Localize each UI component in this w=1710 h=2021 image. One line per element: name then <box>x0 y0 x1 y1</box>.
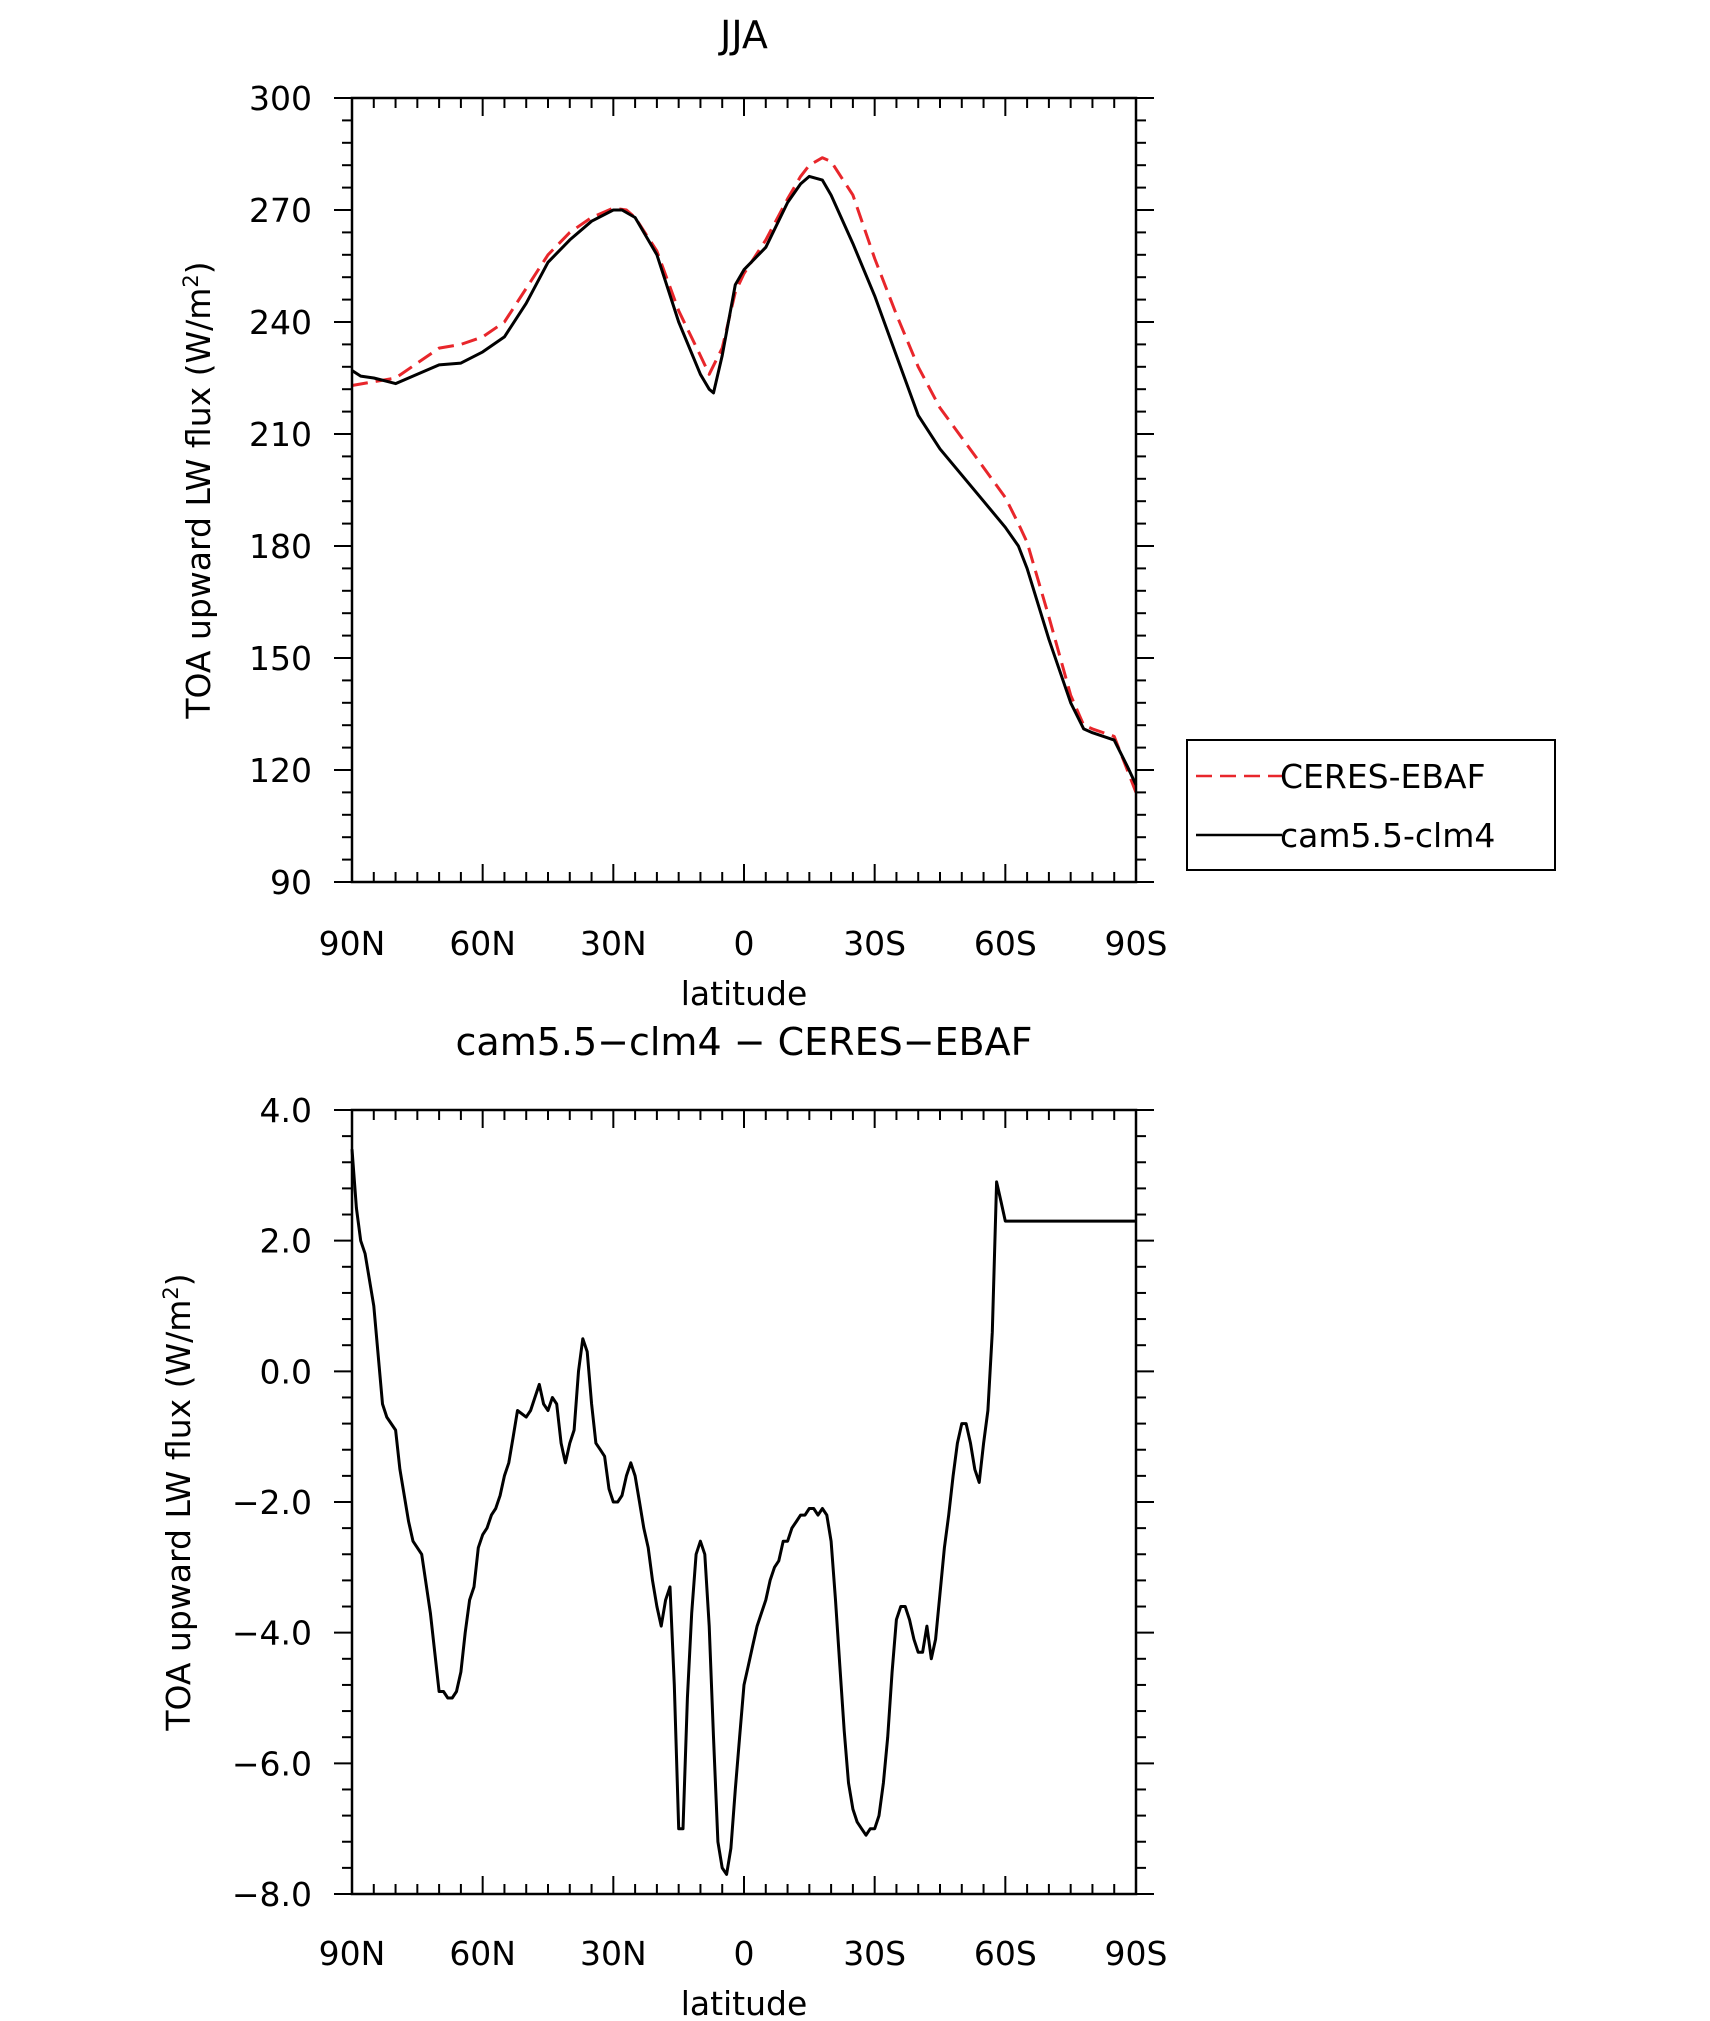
bottom-chart-y-axis-title-main: TOA upward LW flux (W/m <box>159 1300 198 1732</box>
bottom-chart-x-tick-label: 90N <box>319 1934 386 1973</box>
top-chart-y-tick-label: 270 <box>249 191 312 230</box>
legend-label-ceres-ebaf: CERES-EBAF <box>1280 757 1486 796</box>
top-chart-y-tick-label: 300 <box>249 79 312 118</box>
top-chart-title: JJA <box>718 13 768 57</box>
bottom-chart-y-tick-label: −6.0 <box>232 1744 312 1783</box>
bottom-chart-title: cam5.5−clm4 − CERES−EBAF <box>456 1020 1033 1064</box>
top-chart-x-axis-title: latitude <box>681 974 808 1013</box>
top-chart-x-tick-label: 30S <box>843 924 906 963</box>
top-chart-series-layer <box>351 156 1138 793</box>
bottom-chart-series-cam5-5-clm4-ceres-ebaf <box>350 1149 1136 1876</box>
top-chart: JJA 90 120 150 180 210 240 270 300 90N 60N 30N 0 30… <box>179 13 1556 1013</box>
legend-label-cam5-5-clm4: cam5.5-clm4 <box>1280 816 1495 855</box>
bottom-chart-x-tick-label: 0 <box>734 1934 755 1973</box>
bottom-chart-y-tick-labels: −8.0 −6.0 −4.0 −2.0 0.0 2.0 4.0 <box>232 1091 312 1914</box>
bottom-chart-y-tick-label: 0.0 <box>260 1352 312 1391</box>
bottom-chart-y-axis-title-superscript: 2 <box>159 1286 183 1299</box>
bottom-chart: cam5.5−clm4 − CERES−EBAF −8.0 −6.0 −4.0 −2.… <box>159 1020 1167 2021</box>
legend: CERES-EBAF cam5.5-clm4 <box>1186 739 1556 871</box>
bottom-chart-y-tick-label: 4.0 <box>260 1091 312 1130</box>
top-chart-y-tick-label: 210 <box>249 415 312 454</box>
top-chart-y-tick-label: 120 <box>249 751 312 790</box>
top-chart-y-tick-labels: 90 120 150 180 210 240 270 300 <box>249 79 312 902</box>
bottom-chart-x-tick-label: 90S <box>1105 1934 1168 1973</box>
bottom-chart-y-tick-label: −2.0 <box>232 1483 312 1522</box>
top-chart-x-tick-label: 60S <box>974 924 1037 963</box>
top-chart-x-tick-label: 90N <box>319 924 386 963</box>
bottom-chart-y-tick-label: 2.0 <box>260 1222 312 1261</box>
top-chart-y-tick-label: 150 <box>249 639 312 678</box>
bottom-chart-series-layer <box>350 1149 1136 1876</box>
top-chart-y-tick-label: 180 <box>249 527 312 566</box>
bottom-chart-x-tick-label: 30S <box>843 1934 906 1973</box>
top-chart-y-axis-title-main: TOA upward LW flux (W/m <box>179 288 218 720</box>
legend-box <box>1186 739 1556 871</box>
bottom-chart-y-tick-label: −4.0 <box>232 1614 312 1653</box>
top-chart-y-axis-title-superscript: 2 <box>179 274 203 287</box>
top-chart-x-tick-label: 90S <box>1105 924 1168 963</box>
top-chart-y-axis-title-tail: ) <box>179 261 218 274</box>
top-chart-x-tick-label: 30N <box>580 924 647 963</box>
bottom-chart-x-tick-label: 60S <box>974 1934 1037 1973</box>
top-chart-x-tick-label: 60N <box>449 924 516 963</box>
bottom-chart-y-tick-label: −8.0 <box>232 1875 312 1914</box>
top-chart-ticks <box>334 97 1154 883</box>
bottom-chart-x-tick-labels: 90N 60N 30N 0 30S 60S 90S <box>319 1934 1168 1973</box>
bottom-chart-x-axis-title: latitude <box>681 1984 808 2021</box>
top-chart-series-cam5-5-clm4 <box>351 174 1138 786</box>
top-chart-x-tick-labels: 90N 60N 30N 0 30S 60S 90S <box>319 924 1168 963</box>
bottom-chart-y-axis-title: TOA upward LW flux (W/m2) <box>159 1273 198 1731</box>
bottom-chart-ticks <box>334 1109 1154 1895</box>
bottom-chart-x-tick-label: 60N <box>449 1934 516 1973</box>
top-chart-y-tick-label: 240 <box>249 303 312 342</box>
bottom-chart-x-tick-label: 30N <box>580 1934 647 1973</box>
top-chart-y-axis-title: TOA upward LW flux (W/m2) <box>179 261 218 719</box>
top-chart-series-ceres-ebaf <box>351 156 1138 793</box>
top-chart-y-tick-label: 90 <box>270 863 312 902</box>
bottom-chart-y-axis-title-tail: ) <box>159 1273 198 1286</box>
top-chart-x-tick-label: 0 <box>734 924 755 963</box>
